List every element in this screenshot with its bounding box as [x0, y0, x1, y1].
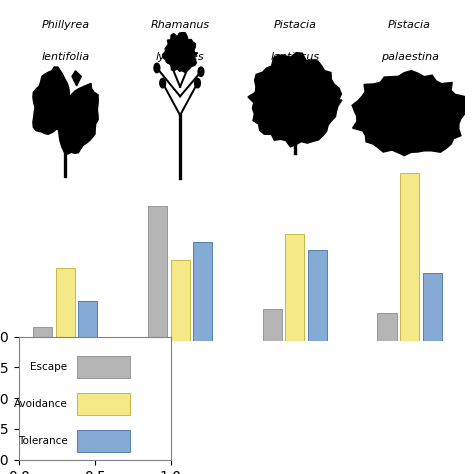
Text: Rhamanus: Rhamanus [151, 20, 210, 30]
Text: Tolerance: Tolerance [18, 436, 67, 447]
Polygon shape [352, 71, 469, 155]
Polygon shape [163, 33, 198, 73]
Polygon shape [33, 67, 98, 154]
Polygon shape [248, 53, 342, 147]
Polygon shape [72, 71, 81, 86]
Bar [77, 356, 130, 378]
Text: Phillyrea: Phillyrea [41, 20, 90, 30]
Circle shape [154, 63, 160, 73]
Text: Avoidance: Avoidance [14, 399, 67, 410]
Bar [77, 393, 130, 415]
Bar [308, 250, 327, 341]
Bar [148, 206, 167, 341]
Bar [56, 268, 75, 341]
Circle shape [189, 54, 195, 63]
Bar [33, 328, 52, 341]
Polygon shape [44, 78, 53, 93]
Circle shape [198, 67, 204, 76]
Bar [77, 430, 130, 452]
Polygon shape [47, 116, 56, 131]
Text: Pistacia: Pistacia [388, 20, 431, 30]
Text: palaestina: palaestina [381, 52, 438, 62]
Bar [285, 235, 304, 341]
Text: lentiscus: lentiscus [270, 52, 319, 62]
Bar [78, 301, 98, 341]
Polygon shape [81, 86, 90, 101]
Bar [193, 242, 212, 341]
Circle shape [195, 78, 201, 88]
Bar [377, 313, 397, 341]
Text: Pistacia: Pistacia [273, 20, 316, 30]
Polygon shape [67, 122, 76, 137]
Circle shape [160, 78, 165, 88]
Bar [171, 260, 190, 341]
Bar [263, 309, 282, 341]
Text: Escape: Escape [30, 362, 67, 373]
Text: lentifolia: lentifolia [41, 52, 90, 62]
Bar [423, 273, 442, 341]
Circle shape [165, 54, 172, 63]
Bar [400, 173, 419, 341]
Text: lycioides: lycioides [156, 52, 204, 62]
